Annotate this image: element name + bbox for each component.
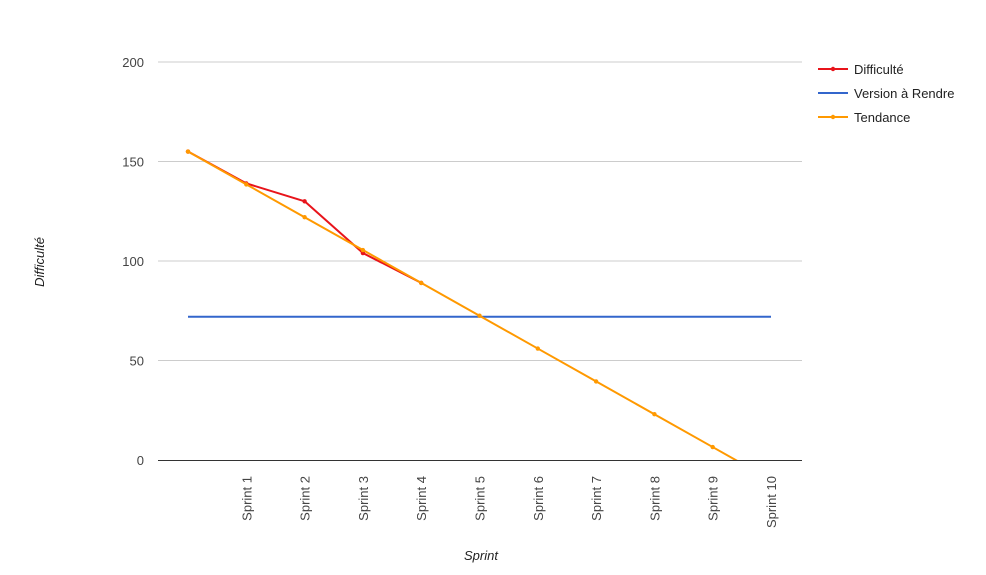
legend[interactable]: Difficulté Version à Rendre Tendance <box>818 62 954 125</box>
legend-item[interactable]: Difficulté <box>818 62 904 77</box>
legend-label: Tendance <box>854 110 910 125</box>
x-axis-ticks: Sprint 1 Sprint 2 Sprint 3 Sprint 4 Sprint 5… <box>239 476 779 528</box>
data-point <box>593 379 599 384</box>
y-tick-label: 200 <box>122 55 144 70</box>
data-point <box>360 247 366 253</box>
series-2 <box>185 149 738 460</box>
data-point <box>477 313 482 318</box>
data-point <box>302 215 307 220</box>
x-tick-label: Sprint 8 <box>647 476 662 521</box>
x-tick-label: Sprint 4 <box>414 476 429 521</box>
x-tick-label: Sprint 6 <box>531 476 546 521</box>
x-tick-label: Sprint 9 <box>706 476 721 521</box>
y-tick-label: 0 <box>137 453 144 468</box>
legend-item[interactable]: Version à Rendre <box>818 86 954 101</box>
legend-marker <box>830 114 836 120</box>
x-tick-label: Sprint 7 <box>589 476 604 521</box>
y-tick-label: 100 <box>122 254 144 269</box>
data-point <box>535 346 540 351</box>
data-point <box>710 444 715 450</box>
legend-marker <box>830 66 836 72</box>
x-tick-label: Sprint 1 <box>239 476 254 521</box>
x-axis-title: Sprint <box>464 548 499 563</box>
y-tick-label: 150 <box>122 155 144 170</box>
legend-label: Difficulté <box>854 62 904 77</box>
x-tick-label: Sprint 5 <box>473 476 488 521</box>
y-tick-label: 50 <box>130 354 144 369</box>
x-tick-label: Sprint 10 <box>764 476 779 528</box>
grid-lines <box>158 61 802 361</box>
legend-label: Version à Rendre <box>854 86 954 101</box>
plot-area <box>185 149 771 460</box>
data-point <box>419 280 424 286</box>
legend-item[interactable]: Tendance <box>818 110 910 125</box>
y-axis-title: Difficulté <box>32 237 47 287</box>
y-axis-ticks: 0 50 100 150 200 <box>122 55 144 468</box>
data-point <box>302 199 307 204</box>
data-point <box>185 149 191 154</box>
data-point <box>652 412 657 417</box>
data-point <box>244 182 249 187</box>
x-tick-label: Sprint 2 <box>298 476 313 521</box>
x-tick-label: Sprint 3 <box>356 476 371 521</box>
